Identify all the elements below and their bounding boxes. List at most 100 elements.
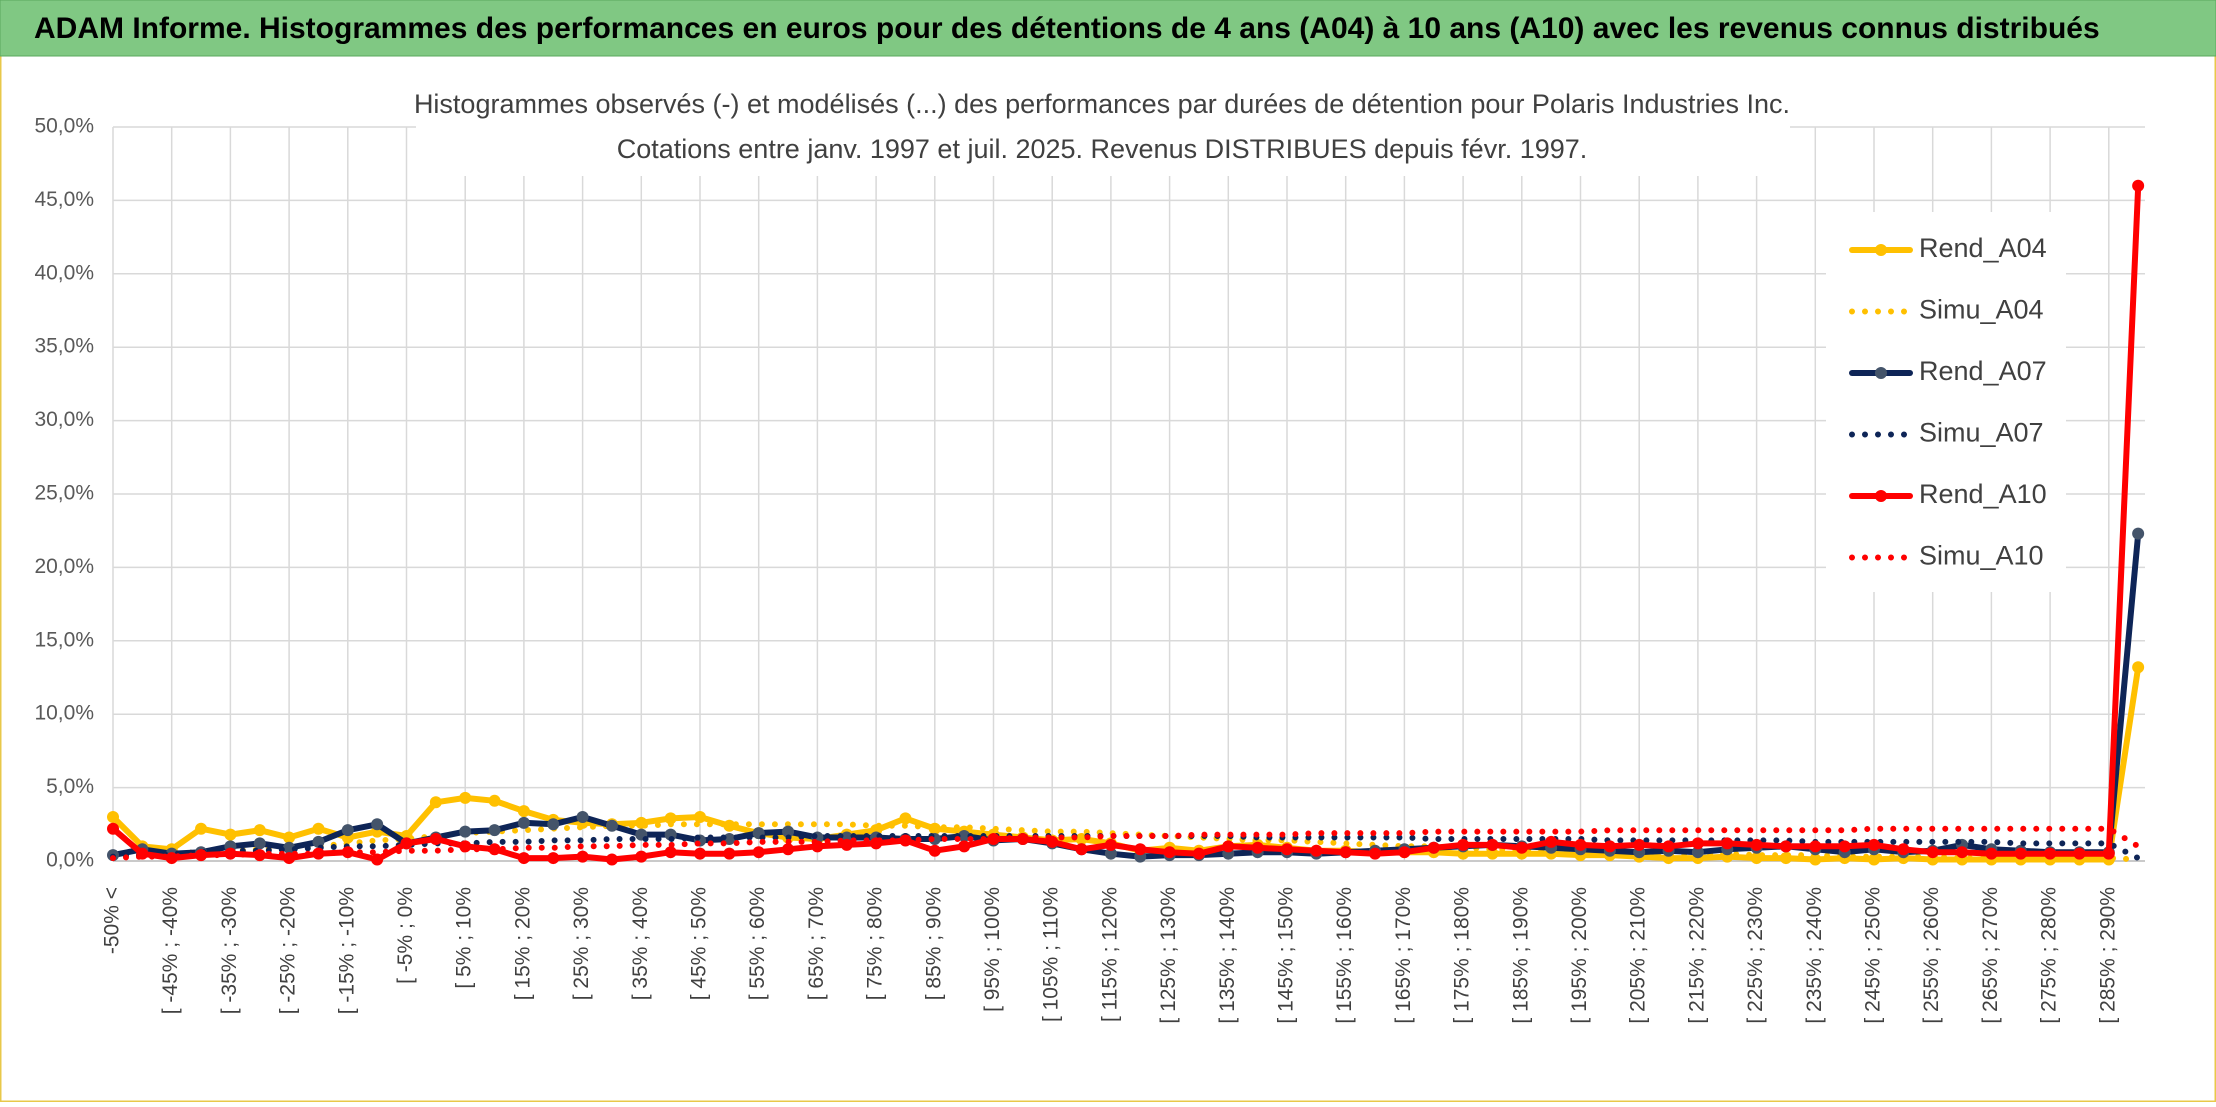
- point: [605, 819, 618, 832]
- point: [517, 816, 530, 829]
- x-tick-label: [ -5% ; 0%: [394, 887, 417, 984]
- point: [752, 846, 765, 859]
- point: [1222, 840, 1235, 853]
- point: [2073, 847, 2086, 860]
- point: [1427, 841, 1440, 854]
- x-tick-label: [ 65% ; 70%: [805, 887, 828, 1000]
- x-tick-label: [ -35% ; -30%: [218, 887, 241, 1014]
- point: [1838, 840, 1851, 853]
- point: [605, 853, 618, 866]
- point: [723, 819, 736, 832]
- point: [1398, 846, 1411, 859]
- point: [253, 824, 266, 837]
- legend-marker: [1875, 367, 1887, 379]
- y-tick-label: 15,0%: [34, 628, 94, 651]
- point: [2132, 179, 2145, 192]
- x-tick-label: [ 175% ; 180%: [1451, 887, 1474, 1024]
- legend-label: Rend_A04: [1919, 233, 2047, 263]
- point: [2132, 527, 2145, 540]
- point: [1457, 838, 1470, 851]
- point: [165, 852, 178, 865]
- point: [694, 810, 706, 823]
- point: [1134, 843, 1147, 856]
- legend-label: Simu_A07: [1919, 418, 2044, 448]
- point: [1868, 838, 1880, 851]
- point: [723, 847, 736, 860]
- point: [2044, 847, 2057, 860]
- header-bar: [0, 0, 2216, 57]
- x-tick-label: [ 285% ; 290%: [2096, 887, 2119, 1024]
- x-tick-label: [ 85% ; 90%: [922, 887, 945, 1000]
- point: [1075, 843, 1088, 856]
- point: [517, 805, 530, 818]
- point: [664, 812, 677, 825]
- point: [1163, 846, 1176, 859]
- point: [488, 794, 501, 807]
- subtitle-box: [416, 86, 1790, 176]
- x-tick-label: [ -25% ; -20%: [277, 887, 300, 1014]
- point: [958, 830, 971, 843]
- point: [429, 832, 442, 845]
- subtitle: Cotations entre janv. 1997 et juil. 2025…: [617, 134, 1588, 164]
- x-tick-label: [ -15% ; -10%: [335, 887, 358, 1014]
- x-tick-label: [ 225% ; 230%: [1744, 887, 1767, 1024]
- x-tick-label: [ 145% ; 150%: [1275, 887, 1298, 1024]
- point: [1662, 840, 1675, 853]
- point: [1985, 847, 1998, 860]
- point: [1339, 846, 1352, 859]
- x-tick-label: -50% <: [101, 887, 124, 954]
- point: [782, 825, 795, 838]
- point: [723, 832, 736, 845]
- point: [371, 853, 384, 866]
- point: [1809, 840, 1822, 853]
- x-tick-label: [ 35% ; 40%: [629, 887, 652, 1000]
- point: [664, 846, 677, 859]
- x-tick-label: [ 115% ; 120%: [1098, 887, 1121, 1022]
- y-tick-label: 25,0%: [34, 482, 94, 505]
- x-tick-label: [ 75% ; 80%: [864, 887, 887, 1000]
- point: [840, 838, 853, 851]
- point: [1897, 843, 1910, 856]
- legend: Rend_A04 Simu_A04 Rend_A07 Simu_A07 Rend_A10…: [1849, 233, 2047, 571]
- point: [1691, 846, 1704, 859]
- y-tick-label: 5,0%: [46, 775, 94, 798]
- point: [547, 852, 560, 865]
- x-tick-label: [ 25% ; 30%: [570, 887, 593, 1000]
- legend-label: Simu_A10: [1919, 541, 2044, 571]
- point: [488, 843, 501, 856]
- x-tick-label: [ -45% ; -40%: [159, 887, 182, 1014]
- point: [1251, 841, 1264, 854]
- plot: [107, 179, 2145, 866]
- point: [1486, 838, 1499, 851]
- x-tick-label: [ 195% ; 200%: [1568, 887, 1591, 1024]
- point: [547, 818, 560, 831]
- point: [1104, 847, 1117, 860]
- point: [283, 852, 296, 865]
- point: [459, 791, 472, 804]
- point: [253, 837, 266, 850]
- point: [459, 825, 472, 838]
- series-line: [110, 182, 2142, 863]
- point: [1603, 840, 1616, 853]
- point: [1310, 844, 1323, 857]
- point: [1926, 846, 1939, 859]
- header-title: ADAM Informe. Histogrammes des performan…: [34, 12, 2100, 45]
- point: [1779, 840, 1792, 853]
- y-tick-label: 45,0%: [34, 188, 94, 211]
- y-tick-label: 50,0%: [34, 115, 94, 138]
- point: [1104, 838, 1117, 851]
- point: [1281, 843, 1293, 856]
- x-tick-label: [ 185% ; 190%: [1509, 887, 1532, 1024]
- point: [1545, 835, 1558, 848]
- point: [195, 822, 208, 835]
- point: [341, 824, 354, 837]
- point: [2132, 661, 2145, 674]
- point: [576, 810, 589, 823]
- x-tick-label: [ 125% ; 130%: [1157, 887, 1180, 1024]
- x-tick-label: [ 95% ; 100%: [981, 887, 1004, 1012]
- x-tick-label: [ 45% ; 50%: [688, 887, 711, 1000]
- point: [1633, 838, 1646, 851]
- point: [400, 837, 413, 850]
- point: [1721, 837, 1734, 850]
